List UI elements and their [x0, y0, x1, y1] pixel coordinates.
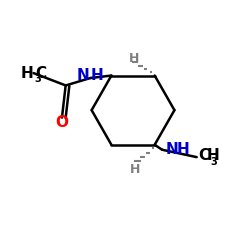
Text: H: H	[177, 142, 190, 157]
Text: N: N	[166, 142, 178, 157]
Text: H: H	[128, 52, 139, 65]
Text: H: H	[90, 68, 103, 83]
Text: H: H	[206, 148, 219, 164]
Text: C: C	[35, 66, 46, 80]
Text: O: O	[56, 115, 68, 130]
Text: C: C	[198, 148, 209, 164]
Text: H: H	[130, 163, 140, 176]
Text: 3: 3	[35, 74, 42, 84]
Text: 3: 3	[210, 157, 217, 167]
Text: H: H	[21, 66, 34, 80]
Text: N: N	[76, 68, 89, 83]
